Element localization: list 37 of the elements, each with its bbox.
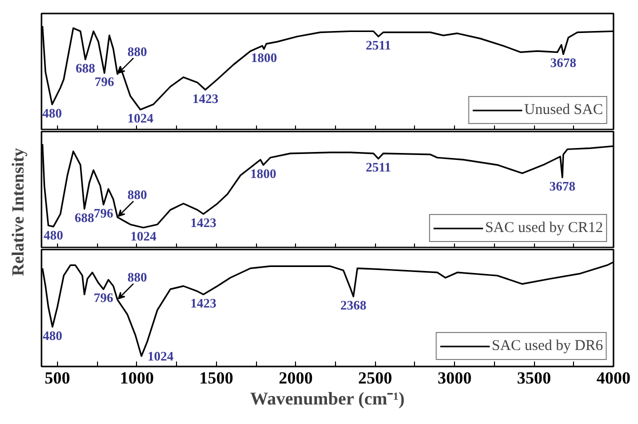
- annotation: 1800: [250, 50, 277, 66]
- legend-label: Unused SAC: [524, 102, 603, 118]
- annotation: 1024: [147, 348, 174, 364]
- annotation: 480: [42, 105, 62, 120]
- x-tick-label: 3000: [438, 368, 472, 388]
- x-tick-label: 4000: [596, 368, 630, 388]
- annotation: 880: [127, 187, 147, 202]
- annotation: 1024: [127, 110, 154, 126]
- annotation: 796: [94, 74, 115, 90]
- annotation: 880: [127, 44, 147, 60]
- annotation: 3678: [549, 178, 576, 194]
- legend-label: SAC used by DR6: [492, 338, 603, 354]
- annotation: 2511: [366, 37, 391, 52]
- annotation: 796: [94, 206, 114, 221]
- annotation: 480: [44, 228, 64, 243]
- y-axis-title: Relative Intensity: [8, 148, 28, 276]
- annotation: 1800: [250, 166, 276, 181]
- x-tick-label: 500: [44, 368, 70, 388]
- annotation: 880: [127, 270, 147, 285]
- annotation: 1423: [192, 90, 219, 106]
- x-tick-label: 2000: [278, 368, 313, 388]
- annotation: 1423: [190, 215, 217, 230]
- annotation: 480: [42, 328, 62, 343]
- annotation: 796: [94, 290, 114, 306]
- x-tick-label: 1000: [120, 368, 154, 388]
- x-axis-title: Wavenumber (cm⁻¹): [250, 388, 405, 408]
- annotation: 2368: [340, 298, 367, 313]
- legend-label: SAC used by CR12: [485, 220, 603, 236]
- annotation: 3678: [550, 55, 577, 70]
- annotation: 1024: [130, 228, 157, 244]
- x-tick-label: 2500: [358, 368, 392, 388]
- x-tick-label: 3500: [517, 368, 552, 388]
- annotation: 2511: [366, 160, 391, 175]
- annotation: 688: [74, 210, 95, 225]
- annotation: 688: [76, 60, 96, 76]
- annotation: 1423: [190, 295, 217, 310]
- x-tick-label: 1500: [199, 368, 234, 388]
